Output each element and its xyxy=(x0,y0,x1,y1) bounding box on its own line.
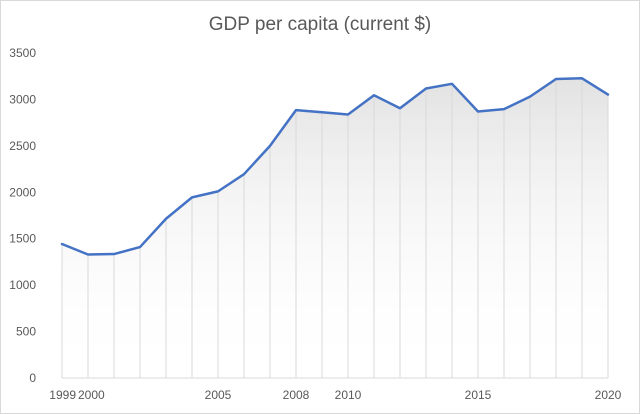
y-tick-label-1500: 1500 xyxy=(9,232,36,246)
data-point-2008 xyxy=(293,107,299,113)
x-tick-label-1999: 1999 xyxy=(49,388,76,402)
data-point-2012 xyxy=(397,105,403,111)
x-tick-label-2008: 2008 xyxy=(283,388,310,402)
data-point-2011 xyxy=(371,92,377,98)
data-point-2020 xyxy=(605,92,611,98)
x-tick-label-2005: 2005 xyxy=(205,388,232,402)
data-point-1999 xyxy=(59,241,65,247)
data-point-2001 xyxy=(111,251,117,257)
y-tick-label-2000: 2000 xyxy=(9,185,36,199)
data-point-2005 xyxy=(215,188,221,194)
data-point-2014 xyxy=(449,81,455,87)
y-tick-label-3000: 3000 xyxy=(9,92,36,106)
x-tick-label-2015: 2015 xyxy=(465,388,492,402)
data-point-2013 xyxy=(423,85,429,91)
x-tick-label-2020: 2020 xyxy=(595,388,622,402)
data-point-2016 xyxy=(501,106,507,112)
data-point-2000 xyxy=(85,252,91,258)
y-tick-label-500: 500 xyxy=(16,325,36,339)
x-tick-label-2010: 2010 xyxy=(335,388,362,402)
data-point-2019 xyxy=(579,75,585,81)
series-line xyxy=(60,77,610,256)
data-point-2018 xyxy=(553,76,559,82)
data-point-2015 xyxy=(475,109,481,115)
data-point-2007 xyxy=(267,143,273,149)
data-point-2010 xyxy=(345,111,351,117)
data-point-2002 xyxy=(137,244,143,250)
y-tick-label-1000: 1000 xyxy=(9,278,36,292)
data-point-2004 xyxy=(189,194,195,200)
x-tick-label-2000: 2000 xyxy=(78,388,105,402)
y-tick-label-0: 0 xyxy=(29,371,36,385)
data-point-2009 xyxy=(319,109,325,115)
data-point-2017 xyxy=(527,94,533,100)
y-tick-label-2500: 2500 xyxy=(9,139,36,153)
data-point-2003 xyxy=(163,216,169,222)
data-point-2006 xyxy=(241,171,247,177)
y-tick-label-3500: 3500 xyxy=(9,46,36,60)
chart-title: GDP per capita (current $) xyxy=(208,14,432,35)
series-area-fill xyxy=(62,78,608,378)
